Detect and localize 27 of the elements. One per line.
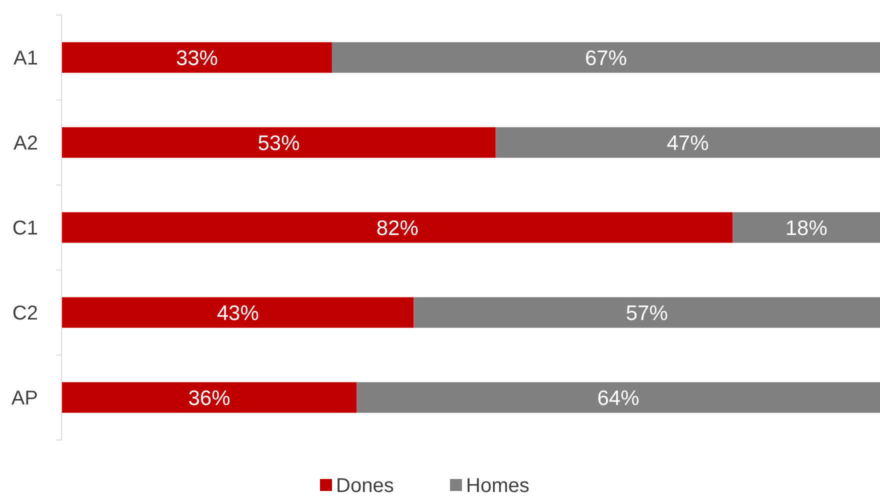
y-tick-label: C1 xyxy=(12,218,38,240)
bar xyxy=(332,42,880,73)
data-label: 33% xyxy=(176,46,218,70)
bar xyxy=(62,42,332,73)
bar xyxy=(414,297,880,328)
bar xyxy=(62,212,733,243)
data-label: 57% xyxy=(626,302,668,325)
legend-label: Homes xyxy=(466,475,530,497)
bar xyxy=(62,382,356,413)
data-label: 43% xyxy=(216,302,259,325)
bar xyxy=(496,127,880,158)
y-tick-label: A2 xyxy=(14,132,38,154)
legend-label: Dones xyxy=(336,475,394,497)
data-label: 47% xyxy=(666,132,709,155)
data-label: 67% xyxy=(584,46,627,70)
data-label: 64% xyxy=(597,386,640,410)
data-label: 18% xyxy=(785,216,828,240)
data-label: 82% xyxy=(376,216,418,240)
data-label: 53% xyxy=(258,132,300,155)
y-tick-label: A1 xyxy=(14,48,38,70)
bar xyxy=(732,212,880,243)
bar xyxy=(356,382,880,413)
data-label: 36% xyxy=(188,386,230,410)
y-tick-label: C2 xyxy=(12,302,38,324)
bar xyxy=(62,297,414,328)
bar xyxy=(62,127,496,158)
y-tick-label: AP xyxy=(11,388,38,410)
